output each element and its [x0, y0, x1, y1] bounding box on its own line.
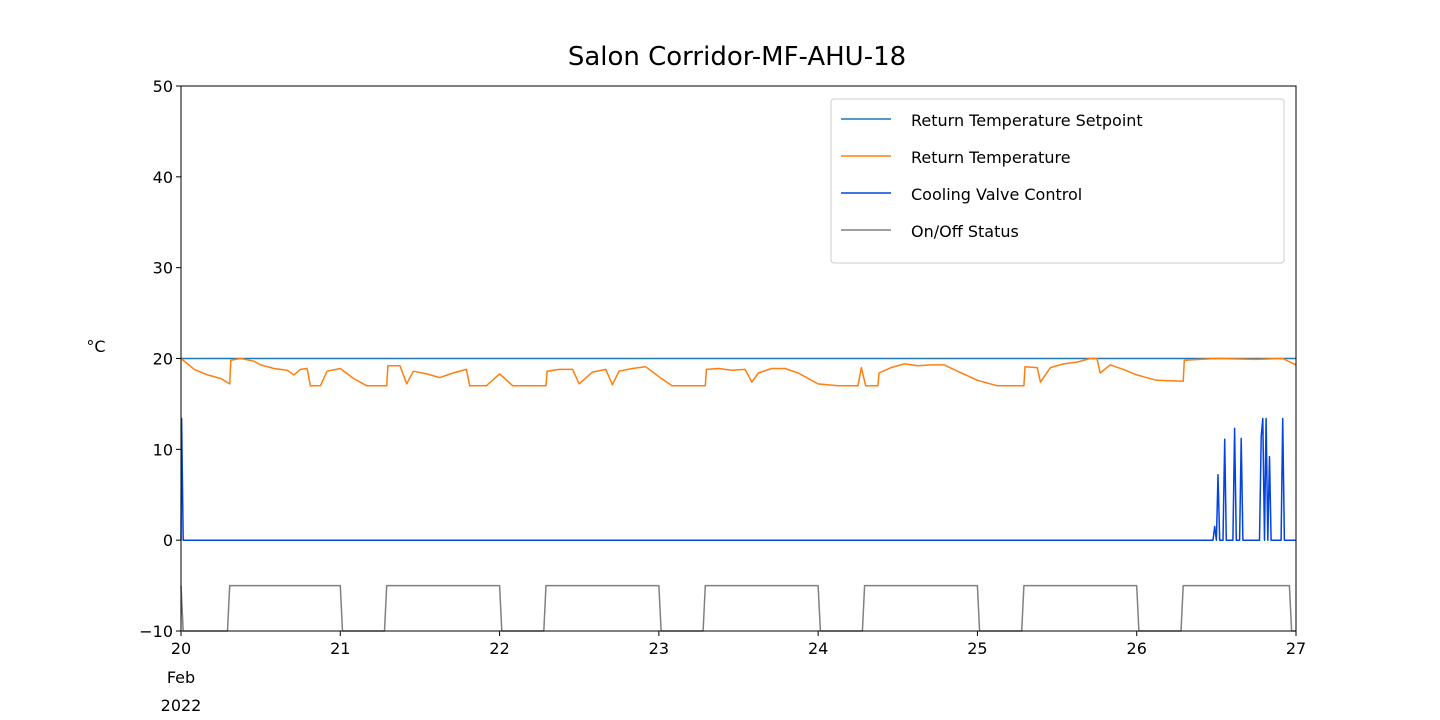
- x-tick-label: 22: [489, 639, 509, 658]
- series-layer: [180, 357, 1297, 632]
- y-tick-label: 50: [153, 77, 173, 96]
- x-tick-sublabel: 2022: [161, 696, 202, 715]
- axes-layer: −10 0 10 20 30 40 50 20 21 22 23 24 25 26 27 Feb 2022: [139, 77, 1306, 715]
- x-tick-label: 24: [808, 639, 828, 658]
- series-line-1: [180, 357, 1297, 387]
- x-tick-label: 27: [1286, 639, 1306, 658]
- x-tick-label: 25: [967, 639, 987, 658]
- y-tick-label: 40: [153, 168, 173, 187]
- legend-label: Return Temperature: [911, 148, 1071, 167]
- legend: Return Temperature Setpoint Return Temper…: [830, 98, 1285, 264]
- x-tick-label: 20: [171, 639, 191, 658]
- x-tick-label: 26: [1127, 639, 1147, 658]
- y-axis-label: °C: [86, 337, 105, 356]
- x-tick-label: 21: [330, 639, 350, 658]
- chart-title: Salon Corridor-MF-AHU-18: [568, 42, 906, 72]
- x-tick-sublabel: Feb: [167, 668, 195, 687]
- y-tick-label: −10: [139, 622, 173, 641]
- y-tick-label: 0: [163, 531, 173, 550]
- y-tick-label: 10: [153, 440, 173, 459]
- legend-label: On/Off Status: [911, 222, 1019, 241]
- y-tick-label: 30: [153, 259, 173, 278]
- legend-box: [830, 98, 1285, 264]
- legend-label: Return Temperature Setpoint: [911, 111, 1143, 130]
- series-line-2: [180, 417, 1296, 541]
- legend-label: Cooling Valve Control: [911, 185, 1082, 204]
- series-line-3: [180, 584, 1296, 632]
- x-tick-label: 23: [649, 639, 669, 658]
- y-tick-label: 20: [153, 350, 173, 369]
